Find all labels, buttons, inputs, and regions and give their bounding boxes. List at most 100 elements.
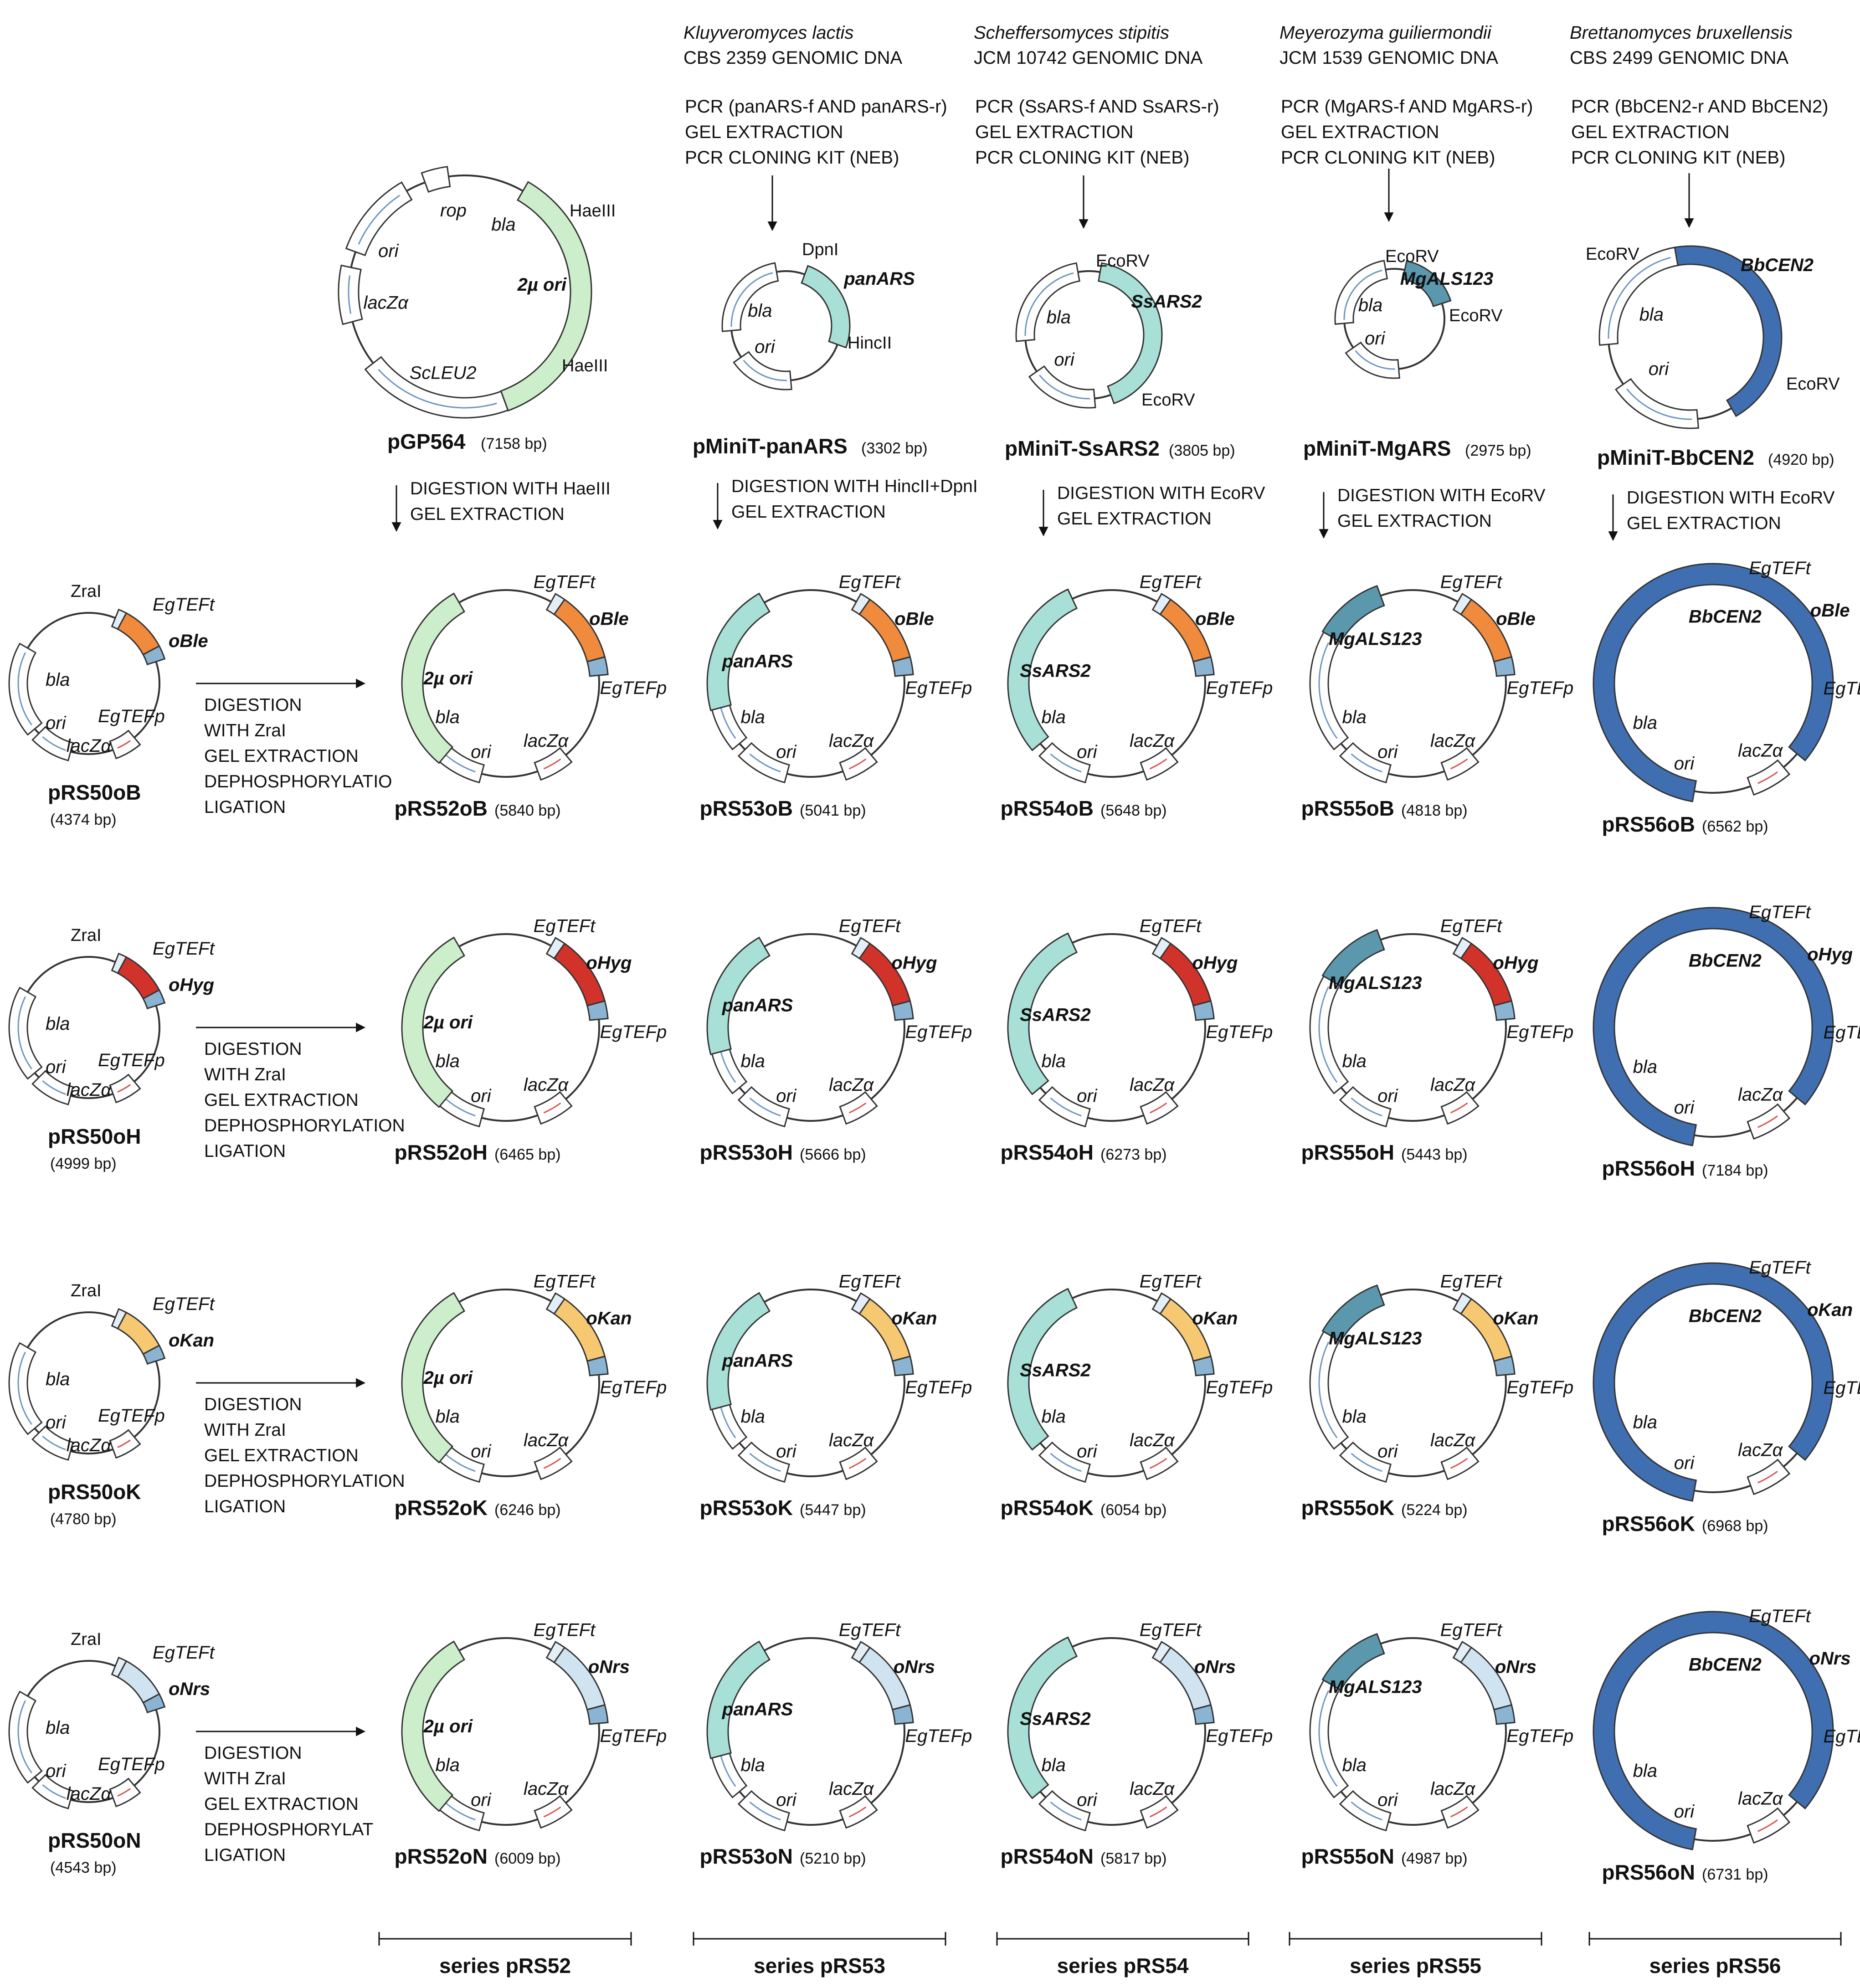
segment-lacz-direction-line xyxy=(117,1084,131,1093)
segment-ori-direction-line xyxy=(1039,375,1090,400)
segment-egtefp xyxy=(891,1704,914,1725)
plasmid-name: pMiniT-MgARS xyxy=(1303,437,1451,460)
marker-label: oKan xyxy=(1807,1300,1853,1320)
bla-label: bla xyxy=(740,707,765,727)
segment-insert xyxy=(401,1640,466,1812)
ori-label: ori xyxy=(1077,1790,1098,1810)
segment-insert xyxy=(401,1292,466,1464)
insert-label: MgALS123 xyxy=(1329,1329,1422,1349)
segment-bla xyxy=(8,986,43,1080)
segment-ori-direction-line xyxy=(1351,1097,1382,1117)
restriction-site-label: EcoRV xyxy=(1141,390,1195,410)
plasmid-size: (5648 bp) xyxy=(1100,802,1167,819)
plasmid-size: (4987 bp) xyxy=(1401,1850,1468,1867)
ori-label: ori xyxy=(1674,1802,1695,1822)
plasmid-size: (6968 bp) xyxy=(1702,1517,1768,1535)
bla-label: bla xyxy=(1639,305,1664,325)
segment-ori xyxy=(1339,1086,1392,1128)
segment-ori-direction-line xyxy=(1351,753,1382,773)
bla-label: bla xyxy=(1633,1761,1657,1781)
strain-label: JCM 1539 GENOMIC DNA xyxy=(1279,48,1498,68)
egteft-label: EgTEFt xyxy=(1440,1620,1503,1640)
plasmid-name: pRS53oH xyxy=(700,1140,793,1164)
plasmid-name: pRS56oB xyxy=(1602,812,1695,836)
plasmid-size: (6562 bp) xyxy=(1702,818,1768,835)
plasmid-size: (5210 bp) xyxy=(800,1850,866,1867)
segment-lacz-direction-line xyxy=(1757,771,1778,784)
egteft-label: EgTEFt xyxy=(1440,1271,1503,1291)
segment-insert xyxy=(706,1292,771,1411)
insert-label: SsARS2 xyxy=(1020,661,1091,681)
bla-label: bla xyxy=(1041,1407,1065,1427)
series-label: series pRS53 xyxy=(754,1954,885,1978)
ori-label: ori xyxy=(776,1441,797,1461)
zrai-site-label: ZraI xyxy=(71,926,102,945)
egteft-label: EgTEFt xyxy=(534,1620,596,1640)
segment-egtefp xyxy=(586,1704,609,1725)
lacz-label: lacZα xyxy=(829,1779,874,1799)
segment-lacz-direction-line xyxy=(348,275,352,314)
segment-bla xyxy=(8,1690,43,1784)
segment-scleu2 xyxy=(364,356,509,419)
segment-bla xyxy=(1334,260,1388,325)
lacz-label: lacZα xyxy=(524,1430,569,1450)
segment-insert xyxy=(1007,1288,1078,1451)
marker-label: oHyg xyxy=(891,953,937,973)
ori2u-label: 2µ ori xyxy=(517,275,567,295)
segment-ori xyxy=(1038,1086,1091,1128)
segment-marker xyxy=(117,612,160,656)
plasmid-name: pRS52oK xyxy=(395,1496,488,1520)
zrai-site-label: ZraI xyxy=(71,1281,102,1300)
marker-label: oBle xyxy=(1810,601,1850,621)
segment-ori-direction-line xyxy=(749,1453,781,1472)
haeiii-site-label: HaeIII xyxy=(562,356,608,375)
egtefp-label: EgTEFp xyxy=(1206,678,1273,698)
segment-insert xyxy=(1321,929,1385,987)
digestion-steps-line: GEL EXTRACTION xyxy=(410,504,565,524)
pcr-step: PCR CLONING KIT (NEB) xyxy=(685,148,899,168)
marker-label: oNrs xyxy=(1495,1657,1536,1677)
segment-egtefp xyxy=(586,1000,609,1021)
ori-label: ori xyxy=(755,337,776,357)
bla-label: bla xyxy=(1047,308,1071,328)
segment-insert xyxy=(401,592,466,764)
segment-egtefp xyxy=(1192,1000,1215,1021)
pcr-step: PCR (BbCEN2-r AND BbCEN2) xyxy=(1571,97,1829,117)
egtefp-label: EgTEFp xyxy=(1823,1022,1860,1043)
plasmid-pRS56oH: BbCEN2 EgTEFt oHyg EgTEFp bla ori lacZα pRS56oH… xyxy=(1593,902,1860,1180)
lacz-label: lacZα xyxy=(67,1435,112,1455)
ligation-steps-line: WITH ZraI xyxy=(204,721,286,740)
egteft-label: EgTEFt xyxy=(839,572,901,592)
bla-label: bla xyxy=(435,1407,459,1427)
insert-label: BbCEN2 xyxy=(1689,606,1762,627)
segment-bla xyxy=(1309,631,1349,750)
segment-ori-direction-line xyxy=(1050,753,1082,773)
egtefp-label: EgTEFp xyxy=(905,1726,972,1746)
egtefp-label: EgTEFp xyxy=(1823,1726,1860,1747)
segment-ori-direction-line xyxy=(42,736,67,751)
plasmid-size: (7184 bp) xyxy=(1702,1162,1768,1179)
restriction-site-label: EcoRV xyxy=(1449,306,1503,325)
bla-label: bla xyxy=(1041,1755,1065,1775)
plasmid-size: (3302 bp) xyxy=(861,440,928,457)
haeiii-site-label: HaeIII xyxy=(570,201,616,221)
bla-label: bla xyxy=(1358,295,1382,315)
pcr-step: GEL EXTRACTION xyxy=(685,122,843,142)
ori-label: ori xyxy=(471,1441,492,1461)
segment-ori-direction-line xyxy=(1626,388,1692,420)
digestion-steps-line: DIGESTION WITH EcoRV xyxy=(1627,488,1835,508)
insert-label: panARS xyxy=(722,651,793,671)
ori-label: ori xyxy=(1377,1441,1398,1461)
ligation-steps-line: DIGESTION xyxy=(204,1039,302,1059)
segment-insert xyxy=(1593,1611,1834,1850)
egtefp-label: EgTEFp xyxy=(1506,1377,1573,1397)
lacz-label: lacZα xyxy=(1130,1430,1175,1450)
segment-ori xyxy=(1615,378,1700,429)
lacz-label: lacZα xyxy=(1130,1779,1175,1799)
segment-egtefp xyxy=(1192,1704,1215,1725)
bla-label: bla xyxy=(740,1051,765,1071)
ligation-steps: DIGESTION WITH ZraI GEL EXTRACTION DEPHOSPH… xyxy=(204,1039,405,1161)
